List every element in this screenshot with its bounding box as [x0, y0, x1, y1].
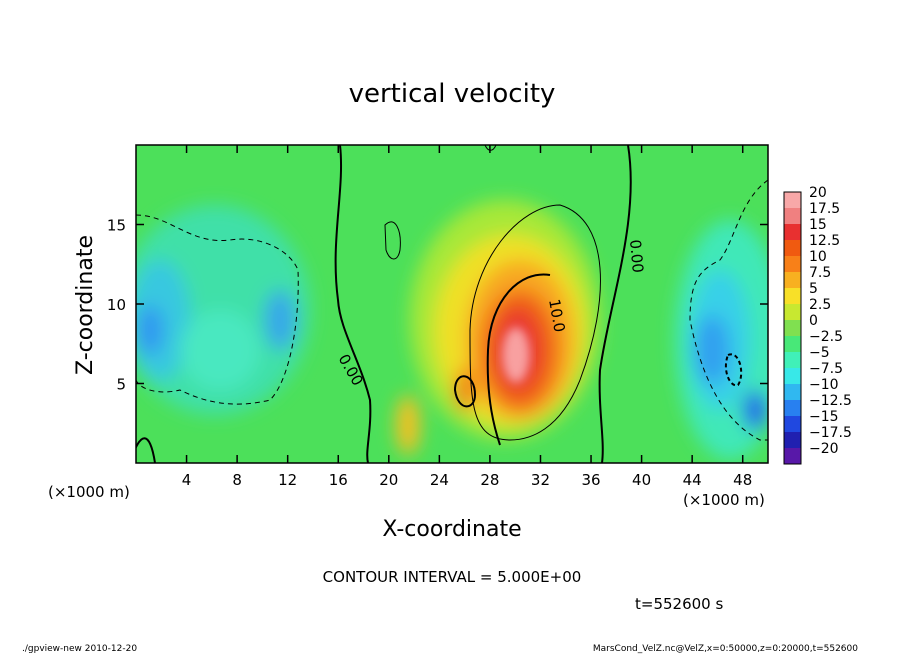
x-tick-label: 20	[379, 471, 398, 489]
colorbar-swatch	[784, 272, 801, 289]
zero-contour-left	[334, 145, 372, 463]
colorbar-label: −20	[809, 441, 839, 457]
ten-contour	[486, 273, 551, 446]
dashed-blob	[724, 353, 743, 387]
colorbar-label: −2.5	[809, 329, 843, 345]
colorbar-label: 20	[809, 185, 827, 201]
x-tick-label: 36	[581, 471, 600, 489]
x-tick-label: 4	[182, 471, 192, 489]
colorbar-swatch	[784, 352, 801, 369]
velocity-field	[136, 200, 768, 460]
colorbar-swatch	[784, 400, 801, 417]
colorbar-label: 7.5	[809, 265, 831, 281]
x-tick-label: 48	[733, 471, 752, 489]
x-tick-label: 32	[531, 471, 550, 489]
x-unit-label-right: (×1000 m)	[683, 491, 765, 509]
colorbar-label: 2.5	[809, 297, 831, 313]
colorbar-label: 15	[809, 217, 827, 233]
colorbar-label: 17.5	[809, 201, 840, 217]
dashed-right	[689, 179, 768, 441]
chart-title: vertical velocity	[349, 79, 556, 109]
y-tick-label: 10	[107, 296, 126, 314]
colorbar-swatch	[784, 192, 801, 209]
x-tick-label: 8	[232, 471, 242, 489]
colorbar-swatch	[784, 304, 801, 321]
colorbar-label: 12.5	[809, 233, 840, 249]
five-contour	[469, 204, 601, 441]
colorbar-frame	[783, 191, 802, 465]
x-tick-label: 16	[329, 471, 348, 489]
colorbar-swatch	[784, 256, 801, 273]
colorbar-swatch	[784, 448, 801, 465]
colorbar-swatch	[784, 368, 801, 385]
y-tick-label: 5	[116, 376, 126, 394]
dashed-left	[136, 214, 299, 405]
x-axis-label: X-coordinate	[382, 517, 521, 542]
y-tick-label: 15	[107, 217, 126, 235]
y-axis-label: Z-coordinate	[73, 235, 98, 375]
colorbar: 2017.51512.5107.552.50−2.5−5−7.5−10−12.5…	[783, 185, 852, 465]
x-tick-label: 28	[480, 471, 499, 489]
colorbar-label: −12.5	[809, 393, 852, 409]
colorbar-swatch	[784, 288, 801, 305]
colorbar-label: −17.5	[809, 425, 852, 441]
colorbar-swatch	[784, 208, 801, 225]
colorbar-label: 5	[809, 281, 818, 297]
colorbar-label: −15	[809, 409, 839, 425]
colorbar-label: 0	[809, 313, 818, 329]
footer-left: ./gpview-new 2010-12-20	[22, 644, 137, 654]
small-contour	[384, 221, 401, 260]
footer-right: MarsCond_VelZ.nc@VelZ,x=0:50000,z=0:2000…	[593, 644, 858, 654]
x-axis: 4 8 12 16 20 24 28 32 36 40 44 48	[182, 145, 752, 489]
colorbar-swatch	[784, 416, 801, 433]
contour-interval: CONTOUR INTERVAL = 5.000E+00	[323, 568, 582, 586]
x-tick-label: 44	[683, 471, 702, 489]
contour-label: 10.0	[545, 298, 569, 334]
zero-contour-right	[598, 145, 632, 463]
time-label: t=552600 s	[635, 595, 723, 613]
small-blob-2	[453, 375, 477, 408]
colorbar-swatch	[784, 320, 801, 337]
colorbar-swatch	[784, 432, 801, 449]
colorbar-label: −5	[809, 345, 830, 361]
x-unit-label-left: (×1000 m)	[48, 483, 130, 501]
colorbar-label: −7.5	[809, 361, 843, 377]
contour-label: 0.00	[626, 239, 647, 274]
colorbar-label: −10	[809, 377, 839, 393]
colorbar-swatch	[784, 224, 801, 241]
x-tick-label: 40	[632, 471, 651, 489]
contour-lines	[136, 145, 768, 463]
colorbar-label: 10	[809, 249, 827, 265]
x-tick-label: 24	[430, 471, 449, 489]
colorbar-swatch	[784, 336, 801, 353]
plot-area	[136, 145, 768, 463]
small-blob-left	[136, 437, 156, 463]
colorbar-swatch	[784, 240, 801, 257]
y-axis: 5 10 15	[107, 217, 768, 394]
x-tick-label: 12	[278, 471, 297, 489]
colorbar-swatch	[784, 384, 801, 401]
